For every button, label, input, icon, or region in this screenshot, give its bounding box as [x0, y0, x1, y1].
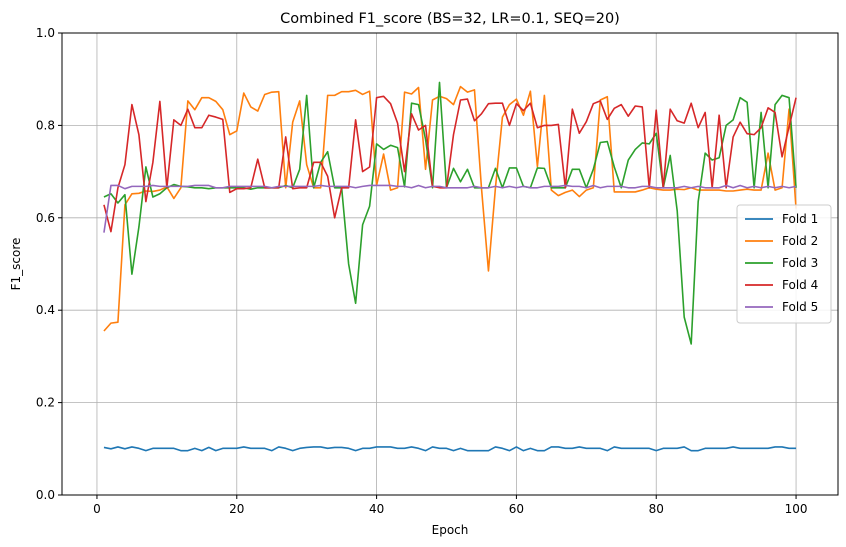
x-tick-label: 20 [229, 502, 244, 516]
legend-label: Fold 1 [782, 212, 818, 226]
series-line-fold-5 [103, 184, 797, 233]
y-tick-label: 1.0 [36, 26, 55, 40]
series-line-fold-2 [103, 85, 797, 332]
x-axis-label: Epoch [432, 523, 469, 537]
y-axis-label: F1_score [9, 238, 23, 291]
legend: Fold 1 Fold 2 Fold 3 Fold 4 Fold 5 [736, 204, 832, 324]
y-tick-label: 0.6 [36, 211, 55, 225]
y-tick-label: 0.0 [36, 488, 55, 502]
series-line-fold-4 [103, 95, 797, 233]
y-axis: 0.0 0.2 0.4 0.6 0.8 1.0 [36, 26, 62, 502]
legend-label: Fold 2 [782, 234, 818, 248]
chart-title: Combined F1_score (BS=32, LR=0.1, SEQ=20… [280, 11, 620, 27]
y-tick-label: 0.4 [36, 303, 55, 317]
y-tick-label: 0.8 [36, 118, 55, 132]
series-layer [103, 81, 797, 452]
x-tick-label: 60 [509, 502, 524, 516]
legend-label: Fold 4 [782, 278, 818, 292]
series-line-fold-1 [103, 446, 797, 452]
x-tick-label: 40 [369, 502, 384, 516]
plot-frame [61, 32, 839, 496]
y-tick-label: 0.2 [36, 396, 55, 410]
x-tick-label: 0 [93, 502, 101, 516]
x-tick-label: 80 [649, 502, 664, 516]
legend-box [736, 204, 832, 324]
plot-area [62, 33, 838, 495]
x-tick-label: 100 [785, 502, 808, 516]
legend-label: Fold 5 [782, 300, 818, 314]
legend-label: Fold 3 [782, 256, 818, 270]
x-axis: 0 20 40 60 80 100 [93, 495, 808, 516]
